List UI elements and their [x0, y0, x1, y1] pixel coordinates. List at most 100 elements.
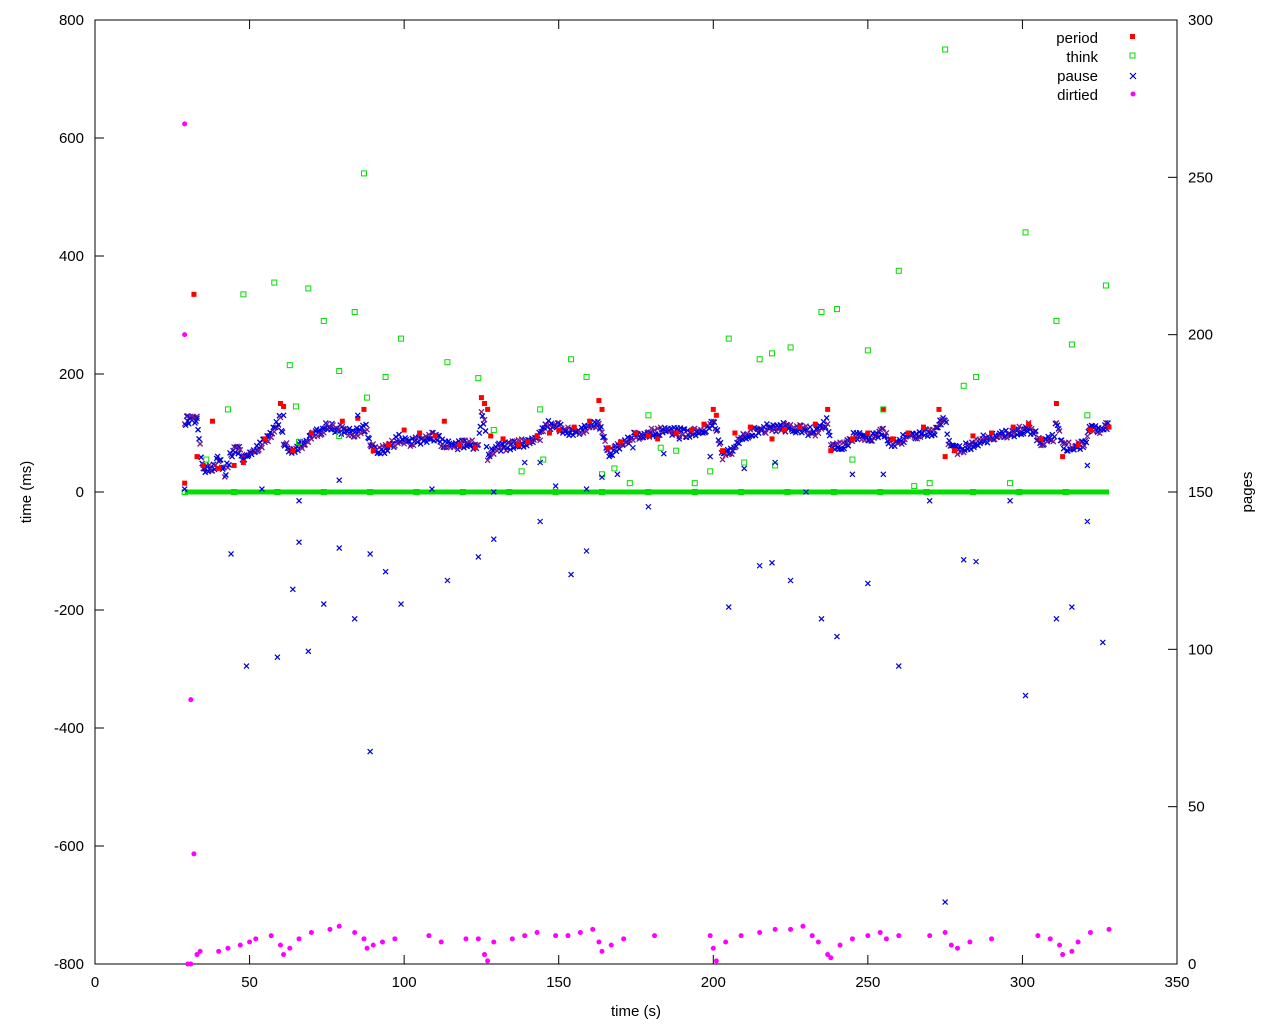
pause-point [444, 577, 451, 584]
pause-trend-point [946, 437, 953, 444]
x-axis-ticks: 0 50 100 150 200 250 300 350 [91, 20, 1190, 991]
dirtied-point [710, 945, 716, 951]
period-point [277, 401, 283, 406]
pause-trend-point [912, 435, 919, 442]
dirtied-point [364, 945, 370, 951]
pause-point [834, 633, 840, 640]
pause-trend-point [384, 447, 391, 454]
pause-trend-point [580, 430, 587, 436]
period-point [905, 430, 911, 436]
pause-trend-point [275, 421, 282, 428]
pause-trend-point [363, 421, 369, 428]
pause-point [772, 459, 779, 466]
think-point [864, 347, 871, 354]
period-point [355, 415, 361, 421]
pause-trend-point [565, 424, 571, 431]
period-point [596, 398, 602, 404]
pause-trend-point [366, 435, 373, 442]
pause-trend-point [232, 449, 239, 456]
think-point [320, 317, 327, 324]
y-tick-label: -800 [54, 956, 84, 973]
dirtied-point [327, 926, 333, 932]
dirtied-point [1035, 933, 1041, 939]
period-point [262, 436, 268, 442]
think-point [877, 489, 884, 495]
period-point [478, 395, 484, 401]
think-point [320, 489, 327, 495]
pause-point [537, 459, 544, 466]
pause-trend-point [931, 431, 938, 438]
dirtied-point [652, 933, 658, 939]
dirtied-point [565, 933, 571, 939]
pause-trend-point [724, 446, 731, 453]
pause-trend-point [602, 438, 609, 445]
period-point [673, 430, 679, 436]
period-point [200, 462, 206, 468]
period-point [989, 430, 995, 436]
think-point [960, 382, 967, 389]
pause-trend-point [237, 446, 244, 453]
dirtied-point [896, 933, 902, 939]
think-point [880, 406, 887, 413]
pause-trend-point [478, 408, 485, 415]
pause-point [194, 415, 200, 422]
period-point [209, 418, 215, 424]
think-point [518, 468, 525, 475]
pause-trend-point [1056, 428, 1063, 434]
pause-point [583, 486, 590, 492]
think-point [444, 359, 451, 366]
think-point [1007, 480, 1014, 487]
pause-trend-point [396, 431, 402, 438]
period-point [849, 436, 855, 442]
period-point [500, 436, 506, 442]
dirtied-point [553, 933, 559, 939]
period-point [1053, 401, 1059, 406]
period-point [921, 424, 927, 430]
y2-tick-label: 0 [1188, 956, 1196, 973]
legend-label-think: think [1066, 49, 1098, 66]
pause-point [942, 899, 949, 905]
dirtied-point [1075, 939, 1081, 945]
x-tick-label: 200 [701, 974, 726, 991]
period-point [645, 433, 651, 439]
dirtied-point [188, 697, 194, 703]
dirtied-point [1057, 942, 1063, 948]
pause-trend-point [762, 430, 769, 437]
period-point [1038, 436, 1044, 442]
period-point [812, 421, 818, 427]
pause-trend-point [1032, 428, 1039, 434]
y-tick-label: 200 [59, 366, 84, 383]
pause-point [259, 486, 265, 492]
pause-trend-point [601, 433, 608, 440]
pause-point [599, 474, 605, 481]
pause-trend-point [520, 443, 527, 450]
pause-point [1084, 462, 1091, 469]
period-point [970, 433, 976, 439]
pause-trend-point [316, 426, 323, 433]
period-point [942, 454, 948, 460]
think-point [657, 444, 664, 451]
period-point [1087, 427, 1093, 433]
y2-axis-ticks: 0 50 100 150 200 250 300 [1168, 12, 1213, 973]
dirtied-point [955, 945, 961, 951]
dirtied-point [989, 936, 995, 942]
pause-point [629, 444, 636, 451]
period-point [890, 436, 896, 442]
pause-point [1007, 497, 1013, 504]
dirtied-point [308, 930, 314, 936]
period-point [290, 448, 296, 454]
think-point [336, 368, 343, 375]
pause-point [475, 553, 482, 560]
think-point [367, 489, 374, 495]
pause-point [926, 497, 933, 504]
period-point [732, 430, 738, 436]
dirtied-point [809, 933, 815, 939]
period-point [546, 430, 552, 436]
pause-trend-point [476, 430, 483, 436]
dirtied-point [247, 939, 253, 945]
dirtied-point [815, 939, 821, 945]
period-point [655, 436, 661, 442]
think-point [231, 489, 238, 495]
dirtied-point [967, 939, 973, 945]
legend-marker-period [1130, 34, 1135, 39]
